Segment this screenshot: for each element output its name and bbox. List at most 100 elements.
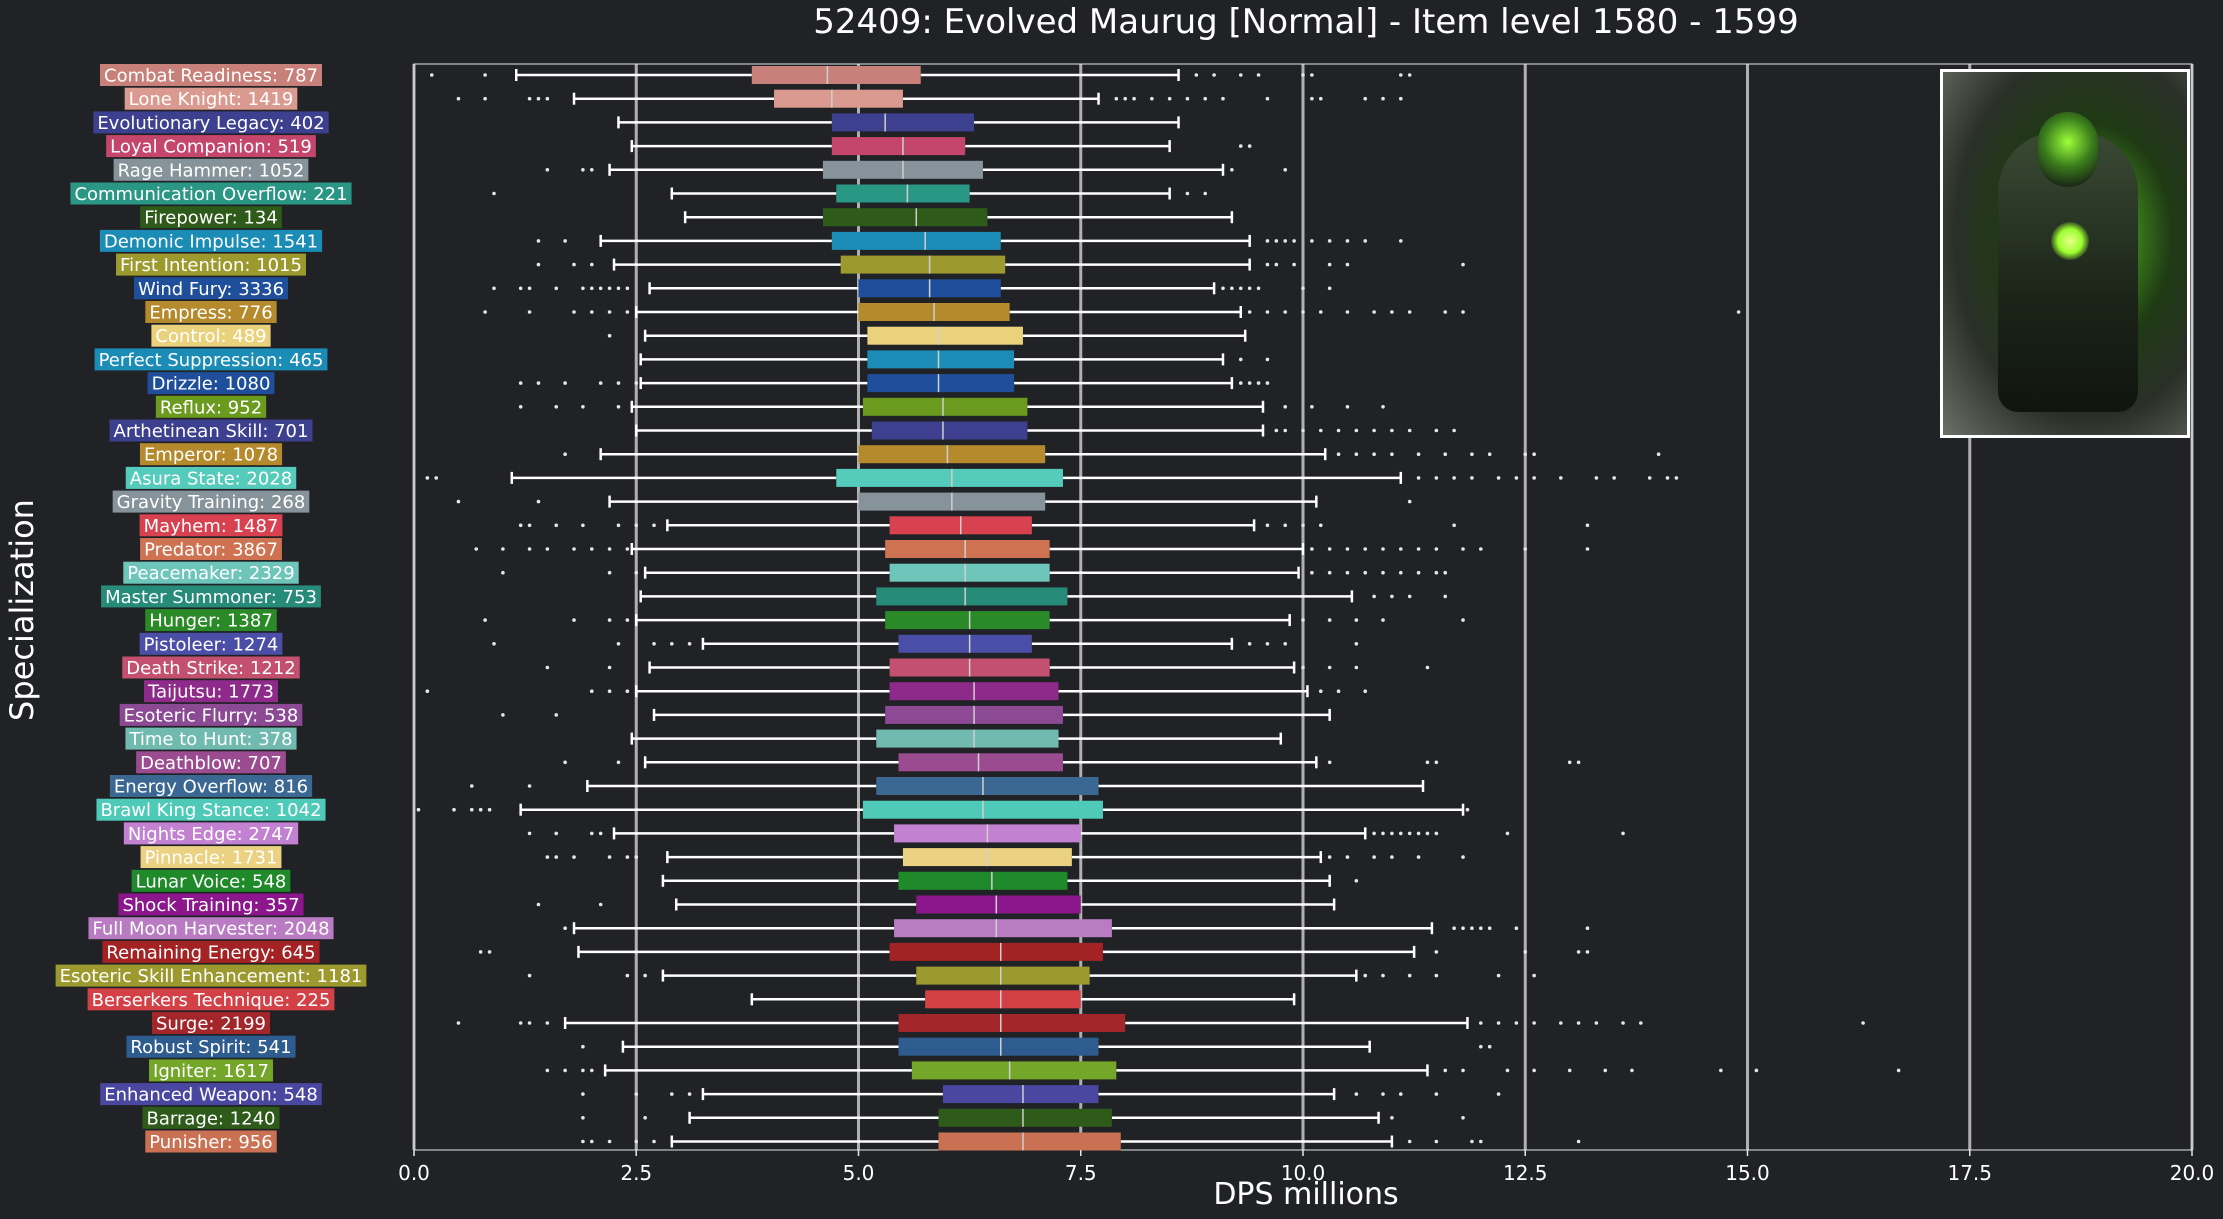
specialization-label-bg (55, 964, 367, 987)
outlier-point (1381, 96, 1385, 101)
box-row (661, 871, 1359, 890)
outlier-point (1470, 476, 1474, 480)
outlier-point (456, 499, 461, 504)
specialization-label-bg (122, 656, 300, 679)
iqr-box (867, 350, 1015, 369)
specialization-label: Enhanced Weapon: 548 (100, 1083, 322, 1106)
outlier-point (1238, 73, 1243, 77)
iqr-box (938, 1132, 1121, 1151)
outlier-point (1567, 1068, 1572, 1073)
outlier-point (563, 239, 567, 243)
outlier-point (1630, 1068, 1634, 1073)
specialization-label-bg (100, 64, 322, 86)
boss-portrait-image (1940, 69, 2190, 438)
outlier-point (1416, 452, 1421, 457)
outlier-point (1167, 96, 1172, 101)
outlier-point (1434, 428, 1439, 433)
outlier-point (625, 618, 630, 622)
specialization-label-bg (140, 538, 282, 560)
outlier-point (1327, 570, 1332, 575)
outlier-point (1318, 310, 1323, 314)
box-row (492, 279, 1332, 298)
outlier-point (1407, 428, 1412, 433)
x-tick-label: 0.0 (398, 1161, 430, 1185)
outlier-point (625, 973, 630, 978)
specialization-label-text: Pinnacle: 1731 (145, 848, 278, 869)
outlier-point (1265, 357, 1270, 362)
specialization-label-text: Hunger: 1387 (149, 611, 273, 632)
outlier-point (501, 713, 505, 717)
outlier-point (483, 96, 487, 101)
vertical-gridlines (412, 64, 2194, 1150)
outlier-point (1283, 642, 1288, 646)
outlier-point (598, 902, 603, 907)
specialization-label-bg (93, 111, 329, 134)
outlier-point (545, 96, 550, 101)
outlier-point (1532, 1021, 1536, 1025)
specialization-label-bg (125, 466, 297, 489)
outlier-point (1354, 618, 1359, 622)
outlier-point (527, 96, 532, 101)
outlier-point (1150, 96, 1154, 101)
box-row (635, 421, 1456, 440)
outlier-point (581, 168, 585, 172)
specialization-label: Barrage: 1240 (142, 1106, 280, 1129)
specialization-label: Combat Readiness: 787 (100, 64, 322, 87)
outlier-point (1203, 191, 1208, 196)
outlier-point (1247, 144, 1252, 148)
outlier-point (607, 665, 612, 670)
specialization-label-bg (131, 869, 291, 892)
outlier-point (1301, 73, 1305, 77)
outlier-point (1416, 855, 1421, 859)
outlier-point (1470, 452, 1474, 457)
outlier-point (1238, 286, 1243, 291)
outlier-point (1461, 1068, 1465, 1073)
specialization-label-bg (88, 917, 334, 940)
specialization-label: First Intention: 1015 (116, 253, 306, 276)
outlier-point (572, 262, 576, 267)
outlier-point (536, 499, 541, 504)
iqr-box (836, 184, 970, 203)
outlier-point (1487, 926, 1492, 930)
specialization-label-text: Demonic Impulse: 1541 (104, 231, 318, 252)
specialization-label-text: Evolutionary Legacy: 402 (97, 113, 324, 134)
box-row (545, 160, 1288, 179)
outlier-point (563, 381, 567, 385)
outlier-point (1434, 570, 1439, 575)
outlier-point (518, 523, 523, 528)
specialization-label: Demonic Impulse: 1541 (99, 229, 323, 252)
specialization-label-bg (70, 182, 352, 205)
outlier-point (1443, 570, 1448, 575)
outlier-point (1576, 1021, 1581, 1025)
outlier-point (1310, 96, 1314, 101)
outlier-point (1327, 665, 1332, 670)
outlier-point (1345, 855, 1350, 859)
boss-head-shape (2038, 112, 2098, 187)
box-row (518, 374, 1270, 393)
outlier-point (1283, 405, 1288, 409)
specialization-label-bg (145, 609, 277, 632)
outlier-point (652, 1139, 656, 1144)
box-row (545, 1061, 1901, 1080)
specialization-label-bg (112, 490, 310, 513)
specialization-label-text: Barrage: 1240 (147, 1108, 276, 1129)
specialization-label-bg (118, 893, 304, 916)
box-row (501, 563, 1448, 582)
outlier-point (1292, 262, 1296, 267)
box-row (581, 1037, 1492, 1056)
iqr-box (876, 729, 1059, 748)
iqr-box (898, 634, 1032, 653)
specialization-label-bg (106, 135, 316, 158)
outlier-point (1345, 570, 1350, 575)
outlier-point (429, 73, 434, 77)
outlier-point (1256, 381, 1261, 385)
specialization-label: Taijutsu: 1773 (144, 680, 278, 703)
iqr-box (885, 611, 1050, 630)
outlier-point (616, 760, 621, 765)
outlier-point (1372, 831, 1376, 836)
specialization-label: Peacemaker: 2329 (123, 561, 299, 584)
outlier-point (1407, 310, 1412, 314)
outlier-point (1407, 499, 1412, 504)
box-row (536, 255, 1465, 274)
outlier-point (425, 476, 430, 480)
